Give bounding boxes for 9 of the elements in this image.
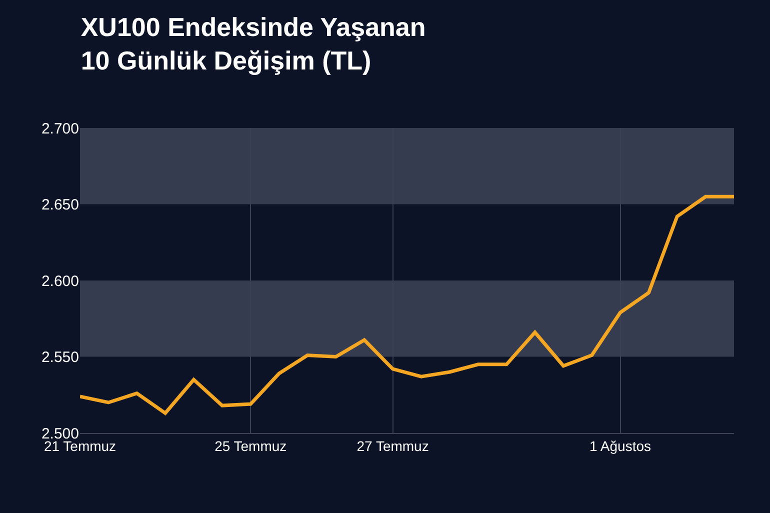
- chart-title: XU100 Endeksinde Yaşanan 10 Günlük Değişim (TL): [80, 12, 426, 76]
- y-tick-label: 2.550: [41, 349, 79, 366]
- x-tick-label: 1 Ağustos: [590, 438, 652, 454]
- y-tick-label: 2.650: [41, 196, 79, 214]
- y-tick-label: 2.700: [41, 120, 79, 138]
- x-tick-label: 25 Temmuz: [214, 438, 287, 454]
- x-tick-label: 27 Temmuz: [356, 438, 429, 454]
- line-series: [80, 194, 734, 415]
- y-tick-label: 2.600: [41, 272, 79, 290]
